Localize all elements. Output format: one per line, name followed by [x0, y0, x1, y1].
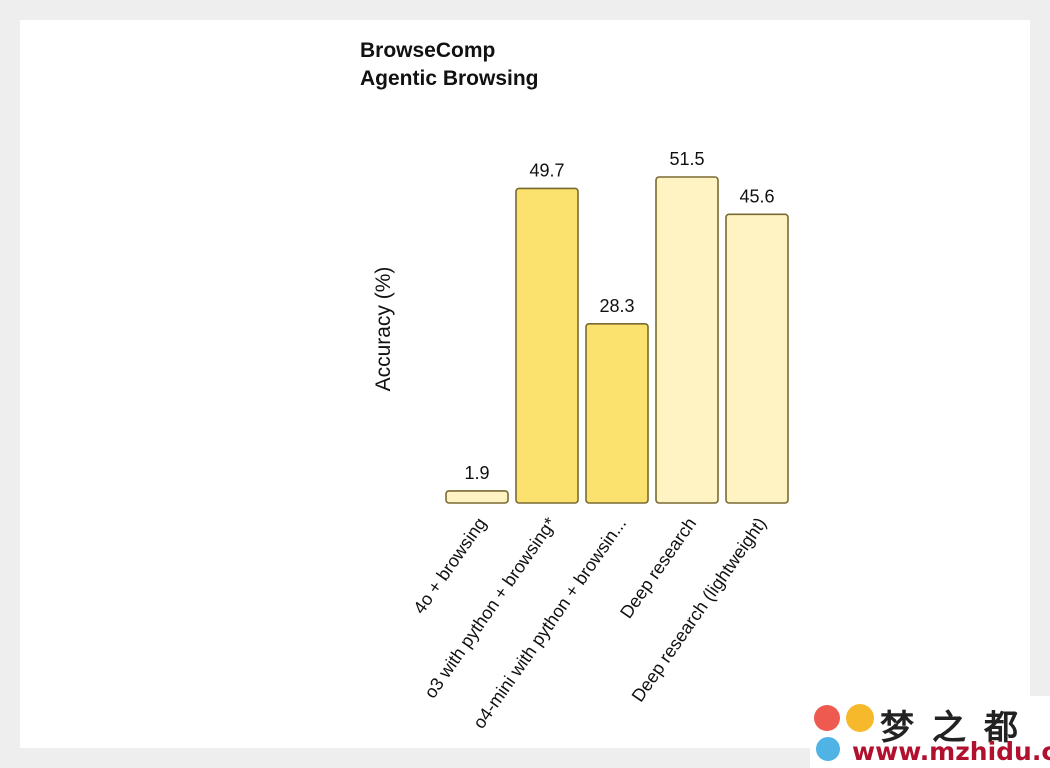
bar-2 — [585, 323, 649, 504]
x-tick-label-4: Deep research (lightweight) — [628, 514, 771, 706]
bar-0 — [445, 490, 509, 504]
chart-title-line-2: Agentic Browsing — [360, 67, 539, 90]
watermark-url: www.mzhidu.com — [852, 737, 1050, 766]
bar-value-label-1: 49.7 — [529, 160, 564, 180]
x-tick-label-0: 4o + browsing — [409, 514, 490, 618]
watermark-site-name: 梦之都 — [880, 708, 1036, 748]
watermark-red-bubble-icon — [814, 705, 840, 731]
chart-title-line-1: BrowseComp — [360, 39, 496, 62]
x-tick-label-3: Deep research — [616, 514, 700, 622]
bar-value-label-4: 45.6 — [739, 186, 774, 206]
x-tick-label-1: o3 with python + browsing* — [420, 514, 560, 702]
bar-value-label-2: 28.3 — [599, 296, 634, 316]
watermark-blue-bubble-icon — [816, 737, 840, 761]
bar-1 — [515, 187, 579, 504]
bar-value-label-0: 1.9 — [464, 463, 489, 483]
bar-3 — [655, 176, 719, 504]
chart-title: BrowseComp Agentic Browsing — [360, 37, 539, 93]
bar-value-label-3: 51.5 — [669, 149, 704, 169]
bar-4 — [725, 213, 789, 504]
watermark-yellow-bubble-icon — [846, 704, 874, 732]
x-tick-label-2: o4-mini with python + browsin... — [469, 514, 630, 732]
